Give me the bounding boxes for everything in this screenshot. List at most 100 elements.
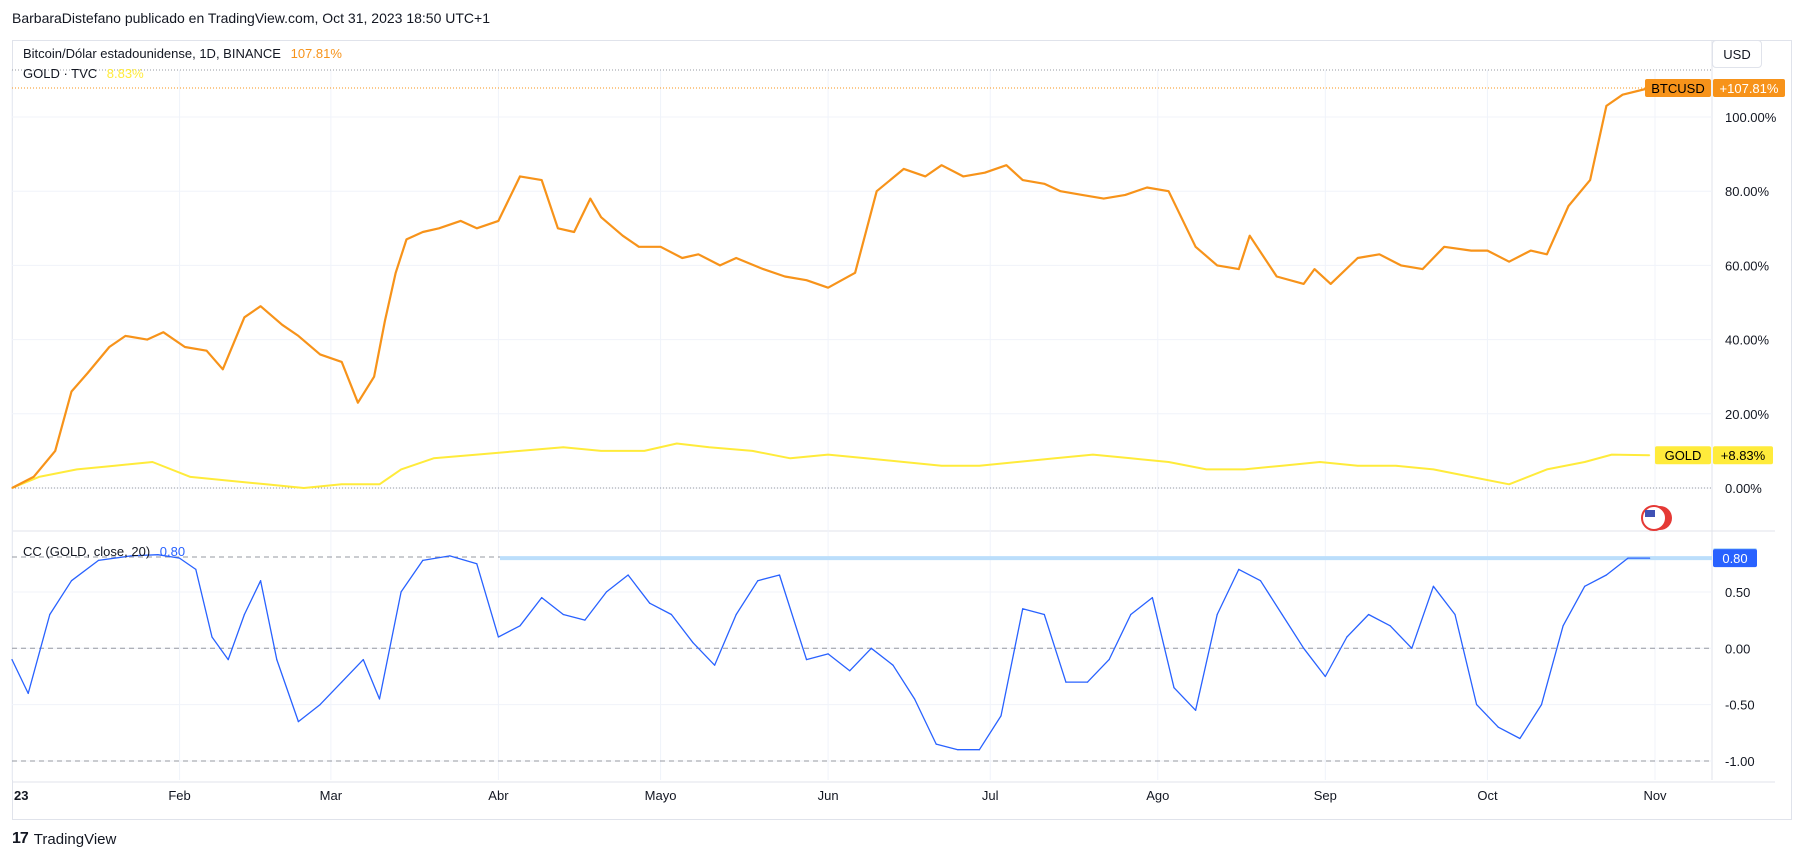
- btc-line-point: [660, 246, 662, 248]
- cc-line-point: [827, 653, 829, 655]
- cc-line-point: [1389, 625, 1391, 627]
- legend-main-series[interactable]: Bitcoin/Dólar estadounidense, 1D, BINANC…: [23, 46, 342, 61]
- btc-line-point: [54, 450, 56, 452]
- btc-line-point: [876, 190, 878, 192]
- gold-line-point: [562, 446, 564, 448]
- cc-line-point: [1065, 681, 1067, 683]
- btc-line-point: [1567, 205, 1570, 207]
- gold-line-point: [1319, 461, 1321, 463]
- gold-line-point: [341, 483, 343, 485]
- btc-line-point: [438, 227, 440, 229]
- gold-line: [11, 442, 1650, 489]
- gold-line-point: [1649, 454, 1651, 456]
- btc-line-point: [1081, 194, 1083, 196]
- cc-line-point: [1216, 613, 1218, 616]
- axis-layer: 23 Feb Mar Abr Mayo Jun Jul Ago Sep Oct Nov 100.00%…: [14, 110, 1777, 803]
- cc-line-point: [692, 642, 694, 644]
- gold-line-point: [433, 457, 435, 459]
- cc-line-point: [778, 574, 781, 576]
- gold-line-point: [643, 450, 645, 452]
- cc-line-point: [130, 555, 132, 557]
- gold-line-point: [941, 465, 943, 467]
- gold-line-point: [789, 457, 791, 459]
- legend-compare-series[interactable]: GOLD · TVC 8.83%: [23, 66, 144, 81]
- cc-line-point: [1368, 613, 1370, 616]
- cc-line-point: [1130, 613, 1132, 616]
- btc-line-point: [357, 402, 359, 404]
- btc-line-point: [519, 175, 521, 177]
- footer-brand[interactable]: 17 TradingView: [12, 830, 116, 848]
- cc-line-point: [957, 749, 959, 751]
- publication-header: BarbaraDistefano publicado en TradingVie…: [12, 10, 490, 26]
- flag-circle-front: [1641, 505, 1667, 531]
- btc-line-point: [1216, 264, 1218, 266]
- x-tick-label: 23: [14, 788, 28, 803]
- btc-line-point: [573, 231, 575, 233]
- btc-line-point: [1005, 164, 1008, 166]
- cc-line-point: [1411, 647, 1413, 649]
- btc-line-point: [460, 220, 462, 222]
- x-tick-label: Sep: [1314, 788, 1337, 803]
- btc-line-point: [1470, 250, 1472, 252]
- btc-line-point: [1330, 283, 1332, 285]
- cc-line-point: [1540, 704, 1543, 706]
- gold-line-point: [519, 450, 521, 452]
- cc-line-point: [27, 692, 29, 695]
- gold-line-point: [189, 476, 191, 478]
- cc-y-tick-label: 0.00: [1725, 641, 1750, 656]
- gold-line-point: [903, 461, 905, 463]
- gold-line-point: [76, 468, 78, 470]
- btc-line-point: [11, 487, 13, 489]
- cc-line-point: [649, 602, 651, 604]
- x-tick-label: Mayo: [645, 788, 677, 803]
- legend-indicator-name: CC (GOLD, close, 20): [23, 544, 151, 559]
- btc-line-point: [1357, 257, 1359, 259]
- y-tick-label: 80.00%: [1725, 184, 1770, 199]
- btc-line-point: [146, 339, 148, 341]
- cc-line-point: [562, 613, 564, 616]
- btc-line-point: [589, 198, 591, 200]
- cc-line-point: [243, 613, 245, 616]
- reference-lines: [12, 69, 1712, 762]
- legend-indicator[interactable]: CC (GOLD, close, 20) 0.80: [23, 544, 185, 559]
- y-tick-label: 100.00%: [1725, 110, 1777, 125]
- gold-line-point: [751, 450, 754, 452]
- cc-line-point: [1519, 737, 1521, 740]
- btc-line-point: [1168, 190, 1170, 192]
- x-tick-label: Ago: [1146, 788, 1169, 803]
- x-tick-label: Oct: [1477, 788, 1498, 803]
- cc-line-point: [211, 636, 213, 638]
- btc-line-point: [1195, 246, 1197, 248]
- cc-line-point: [178, 557, 181, 559]
- gold-line-point: [1130, 457, 1132, 459]
- gold-line-point: [38, 476, 40, 478]
- x-tick-label: Nov: [1643, 788, 1667, 803]
- cc-line-point: [757, 580, 759, 582]
- btc-line-point: [1238, 268, 1240, 270]
- cc-line-point: [1086, 681, 1089, 683]
- gold-line-point: [600, 450, 602, 452]
- cc-line-point: [422, 559, 424, 562]
- gold-line-point: [1205, 468, 1207, 470]
- gold-line-point: [1508, 483, 1510, 485]
- gold-line-point: [676, 442, 678, 445]
- cc-line-point: [1043, 613, 1045, 616]
- price-labels: BTCUSD+107.81%GOLD+8.83%0.810.80: [1641, 79, 1785, 568]
- cc-line-point: [1281, 613, 1283, 616]
- cc-line-point: [978, 749, 981, 751]
- btc-line-point: [222, 368, 224, 370]
- gold-series-tag: GOLD: [1665, 448, 1702, 463]
- cc-line-point: [1497, 726, 1499, 728]
- cc-line-point: [49, 613, 51, 616]
- cc-line-point: [584, 619, 586, 621]
- btc-line-point: [260, 305, 262, 307]
- currency-button[interactable]: USD: [1712, 40, 1762, 68]
- footer-brand-label: TradingView: [33, 830, 117, 848]
- cc-line-point: [1000, 715, 1002, 717]
- btc-line-point: [341, 361, 343, 363]
- cc-line-point: [341, 681, 343, 683]
- cc-line-point: [319, 704, 321, 706]
- btc-line-point: [124, 335, 127, 337]
- cc-line-point: [260, 580, 262, 582]
